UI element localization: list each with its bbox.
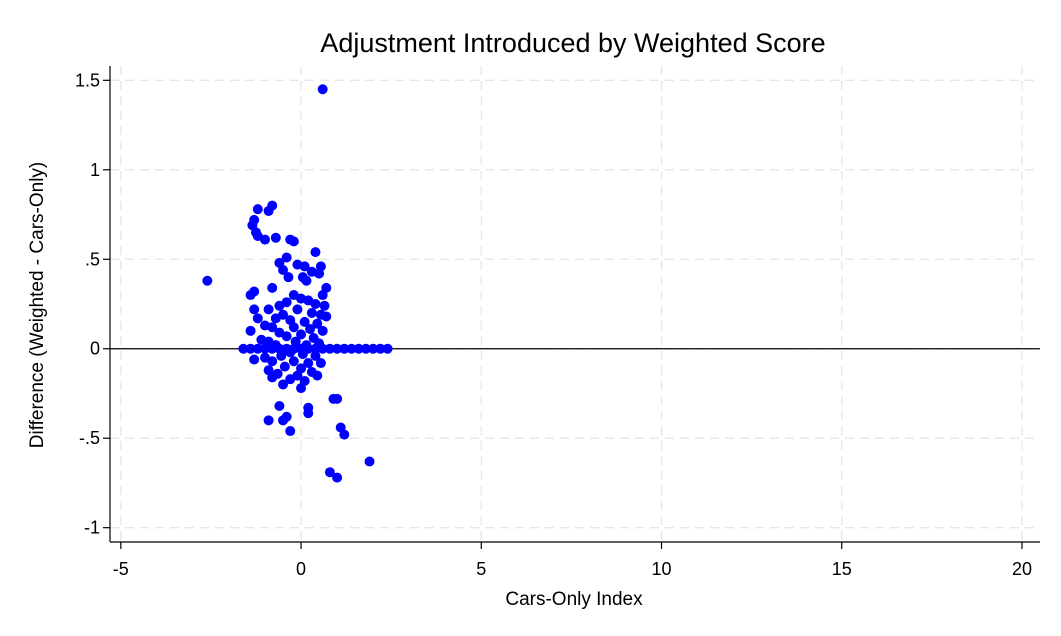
axes	[109, 66, 1040, 543]
chart-title: Adjustment Introduced by Weighted Score	[320, 28, 825, 58]
data-point	[279, 361, 290, 372]
data-point	[288, 343, 299, 354]
data-point	[296, 329, 307, 340]
data-point	[382, 343, 393, 354]
data-point	[310, 299, 321, 309]
data-point	[281, 343, 292, 354]
data-point	[306, 307, 317, 318]
data-point	[319, 300, 330, 311]
data-point	[317, 325, 328, 336]
data-point	[285, 374, 296, 385]
data-point	[252, 343, 263, 354]
data-point	[274, 343, 285, 354]
data-point	[267, 322, 278, 333]
data-point	[375, 343, 386, 354]
data-point	[278, 265, 289, 275]
data-point	[281, 331, 292, 342]
data-point	[303, 358, 314, 369]
data-point	[346, 343, 357, 354]
data-point	[303, 408, 314, 419]
x-tick-label: 20	[1012, 559, 1032, 579]
data-point	[360, 343, 371, 354]
data-point	[278, 379, 289, 390]
y-tick-label: .5	[85, 249, 100, 269]
x-tick-label: 10	[651, 559, 671, 579]
data-point	[278, 415, 289, 426]
y-tick-label: 1.5	[75, 70, 100, 90]
data-point	[317, 84, 328, 95]
data-point	[314, 268, 325, 279]
data-point	[288, 322, 299, 333]
x-axis-title: Cars-Only Index	[505, 589, 643, 610]
data-point	[270, 313, 281, 324]
data-point	[281, 252, 292, 263]
data-point	[288, 236, 299, 247]
data-point	[339, 343, 350, 354]
data-point	[263, 415, 274, 426]
data-point	[310, 343, 321, 354]
data-point	[339, 429, 350, 440]
data-point	[296, 343, 307, 354]
data-point	[245, 325, 256, 336]
data-point	[332, 393, 343, 404]
data-point	[249, 304, 260, 315]
data-point	[252, 204, 263, 215]
data-point	[324, 467, 335, 478]
x-tick-label: 5	[476, 559, 486, 579]
data-point	[292, 304, 303, 315]
data-point	[317, 290, 328, 301]
grid	[110, 66, 1040, 542]
data-point	[288, 356, 299, 367]
y-tick-label: -1	[84, 518, 100, 538]
data-point	[310, 247, 321, 258]
data-point	[202, 275, 213, 286]
data-point	[364, 456, 375, 467]
data-point	[301, 275, 312, 286]
data-point	[296, 383, 307, 394]
data-point	[260, 234, 270, 245]
data-point	[274, 401, 285, 411]
y-tick-label: -.5	[79, 428, 100, 448]
data-point	[353, 343, 364, 354]
data-point	[299, 316, 310, 327]
data-point	[270, 232, 281, 243]
ticks: -5 0 5 10 15 201.51.50-.5-1	[75, 70, 1032, 579]
data-point	[260, 343, 270, 354]
data-point	[305, 324, 316, 335]
data-point	[321, 311, 332, 322]
x-tick-label: -5	[113, 559, 129, 579]
y-tick-label: 1	[90, 160, 100, 180]
data-point	[285, 426, 296, 437]
data-point	[249, 286, 260, 297]
data-points	[202, 84, 393, 483]
data-point	[252, 313, 263, 324]
data-point	[267, 282, 278, 293]
data-point	[263, 304, 274, 315]
data-point	[315, 358, 326, 369]
data-point	[245, 343, 256, 354]
data-point	[317, 343, 328, 354]
data-point	[332, 472, 343, 483]
data-point	[283, 272, 294, 283]
data-point	[249, 354, 260, 365]
y-tick-label: 0	[90, 339, 100, 359]
data-point	[310, 350, 321, 361]
data-point	[368, 343, 379, 354]
data-point	[312, 318, 323, 329]
x-tick-label: 0	[296, 559, 306, 579]
data-point	[324, 343, 335, 354]
data-point	[312, 370, 323, 381]
data-point	[267, 343, 278, 354]
data-point	[274, 300, 285, 311]
data-point	[267, 356, 278, 367]
data-point	[238, 343, 249, 354]
data-point	[332, 343, 343, 354]
y-axis-title: Difference (Weighted - Cars-Only)	[27, 162, 48, 449]
data-point	[303, 343, 314, 354]
data-point	[267, 372, 278, 383]
x-tick-label: 15	[832, 559, 852, 579]
data-point	[299, 261, 310, 272]
data-point	[263, 205, 274, 216]
